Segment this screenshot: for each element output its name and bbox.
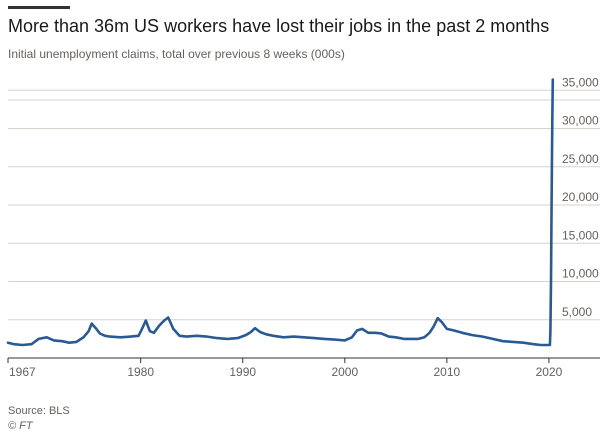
y-tick-label: 15,000 xyxy=(562,228,599,242)
x-tick-label: 2020 xyxy=(536,365,563,379)
x-tick-label: 2010 xyxy=(434,365,461,379)
chart-title: More than 36m US workers have lost their… xyxy=(8,16,550,36)
chart-subtitle: Initial unemployment claims, total over … xyxy=(8,47,345,61)
series-group xyxy=(6,78,555,347)
x-axis: 1967 1980 1990 2000 2010 2020 xyxy=(7,357,600,379)
x-tick-label: 2000 xyxy=(331,365,358,379)
source-note: Source: BLS xyxy=(8,405,70,417)
y-tick-label: 10,000 xyxy=(562,267,599,281)
x-tick-label: 1967 xyxy=(9,365,36,379)
top-rule xyxy=(8,6,70,9)
y-tick-label: 35,000 xyxy=(562,75,599,89)
y-tick-label: 25,000 xyxy=(562,152,599,166)
y-tick-label: 5,000 xyxy=(562,305,592,319)
y-tick-label: 30,000 xyxy=(562,114,599,128)
line-chart: 5,000 10,000 15,000 20,000 25,000 30,000 35,00… xyxy=(6,75,600,379)
credit-note: © FT xyxy=(8,420,33,432)
y-axis-labels: 5,000 10,000 15,000 20,000 25,000 30,000 35,00… xyxy=(562,75,599,318)
x-tick-label: 1990 xyxy=(229,365,256,379)
y-tick-label: 20,000 xyxy=(562,190,599,204)
x-tick-label: 1980 xyxy=(127,365,154,379)
series-line xyxy=(6,78,555,347)
gridlines xyxy=(8,89,600,321)
